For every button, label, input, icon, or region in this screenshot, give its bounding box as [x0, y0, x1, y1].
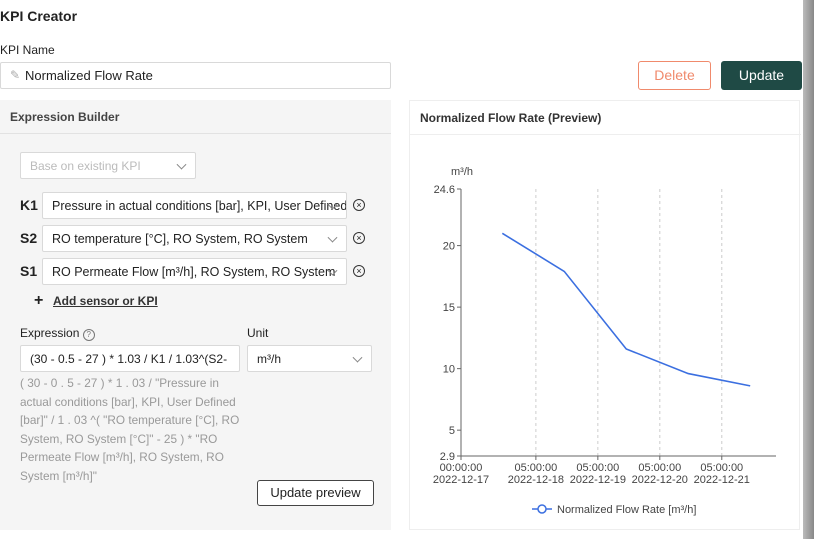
variable-name: K1	[20, 197, 38, 213]
add-link[interactable]: Add sensor or KPI	[53, 294, 158, 308]
divider	[0, 133, 391, 134]
y-tick-label: 24.6	[434, 184, 455, 196]
x-tick-label: 05:00:00	[514, 462, 557, 474]
variable-name: S2	[20, 230, 38, 246]
remove-button[interactable]: ×	[353, 232, 365, 244]
expression-value: (30 - 0.5 - 27 ) * 1.03 / K1 / 1.03^(S2-	[30, 351, 228, 366]
x-tick-label: 05:00:00	[638, 462, 681, 474]
expression-preview-text: ( 30 - 0 . 5 - 27 ) * 1 . 03 / "Pressure…	[20, 376, 240, 483]
unit-value: m³/h	[257, 351, 281, 366]
x-tick-label: 2022-12-21	[694, 474, 750, 486]
y-tick-label: 2.9	[440, 451, 455, 463]
y-tick-label: 5	[449, 425, 455, 437]
pencil-icon: ✎	[10, 68, 21, 82]
expression-label-text: Expression	[20, 326, 80, 340]
legend-marker	[537, 504, 547, 514]
x-tick-label: 2022-12-17	[433, 474, 489, 486]
divider	[410, 134, 801, 135]
base-select[interactable]: Base on existing KPI	[20, 152, 196, 179]
panel-title: Expression Builder	[10, 110, 120, 124]
unit-label: Unit	[247, 326, 269, 340]
variable-name: S1	[20, 263, 38, 279]
legend-label: Normalized Flow Rate [m³/h]	[557, 504, 696, 516]
y-tick-label: 10	[443, 364, 455, 376]
variable-select[interactable]: Pressure in actual conditions [bar], KPI…	[42, 192, 347, 219]
kpi-name-input[interactable]: ✎ Normalized Flow Rate	[0, 62, 391, 89]
variable-value: RO temperature [°C], RO System, RO Syste…	[52, 231, 308, 246]
x-tick-label: 00:00:00	[440, 462, 483, 474]
help-icon[interactable]: ?	[82, 329, 95, 341]
unit-select[interactable]: m³/h	[247, 345, 372, 372]
x-tick-label: 05:00:00	[700, 462, 743, 474]
x-tick-label: 05:00:00	[576, 462, 619, 474]
preview-title: Normalized Flow Rate (Preview)	[420, 111, 602, 125]
y-axis-label: m³/h	[451, 166, 473, 178]
variable-select[interactable]: RO temperature [°C], RO System, RO Syste…	[42, 225, 347, 252]
preview-panel: Normalized Flow Rate (Preview) m³/h 2.9 5 1…	[409, 100, 801, 530]
remove-button[interactable]: ×	[353, 199, 365, 211]
expression-label: Expression ?	[20, 326, 95, 341]
kpi-name-value: Normalized Flow Rate	[25, 68, 153, 83]
update-button[interactable]: Update	[721, 61, 802, 90]
remove-button[interactable]: ×	[353, 265, 365, 277]
variable-value: Pressure in actual conditions [bar], KPI…	[52, 198, 347, 213]
expression-builder-panel: Expression Builder Base on existing KPI …	[0, 100, 391, 530]
update-preview-button[interactable]: Update preview	[257, 480, 374, 506]
x-tick-label: 2022-12-19	[570, 474, 626, 486]
window-edge	[803, 0, 814, 539]
y-tick-label: 20	[443, 241, 455, 253]
x-tick-label: 2022-12-20	[632, 474, 688, 486]
expression-input[interactable]: (30 - 0.5 - 27 ) * 1.03 / K1 / 1.03^(S2-	[20, 345, 240, 372]
y-tick-label: 15	[443, 302, 455, 314]
x-tick-label: 2022-12-18	[508, 474, 564, 486]
kpi-name-label: KPI Name	[0, 43, 55, 57]
variable-value: RO Permeate Flow [m³/h], RO System, RO S…	[52, 264, 336, 279]
delete-button[interactable]: Delete	[638, 61, 711, 90]
base-select-placeholder: Base on existing KPI	[30, 158, 141, 173]
plus-icon: +	[34, 292, 44, 309]
page-title: KPI Creator	[0, 8, 78, 24]
series-line	[501, 232, 751, 387]
variable-select[interactable]: RO Permeate Flow [m³/h], RO System, RO S…	[42, 258, 347, 285]
